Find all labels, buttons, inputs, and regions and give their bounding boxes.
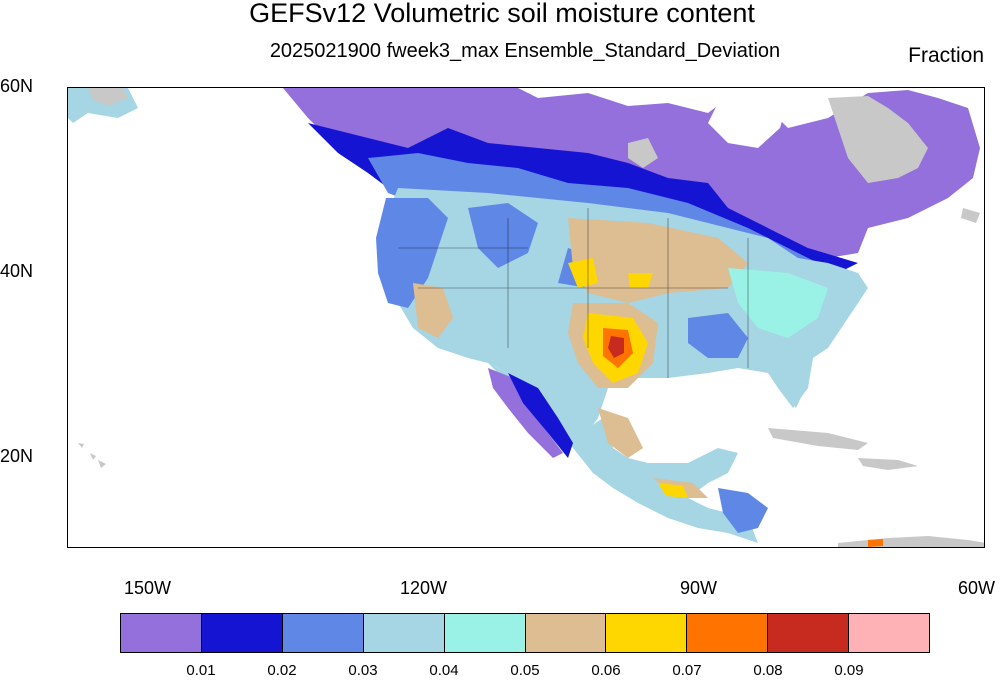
southeast-blue [688, 313, 748, 358]
south-america-coast [838, 536, 984, 547]
lat-label-20n: 20N [0, 446, 34, 466]
newfoundland [961, 208, 980, 223]
mexico-region [488, 363, 758, 543]
colorbar-label-3: 0.04 [429, 662, 459, 679]
colorbar-label-4: 0.05 [510, 662, 540, 679]
lon-label-150w: 150W [124, 578, 172, 598]
colorbar-label-1: 0.02 [267, 662, 297, 679]
california-tan [413, 283, 453, 338]
rockies-blue [468, 203, 598, 288]
soil-moisture-map [68, 88, 984, 547]
colorbar-label-0: 0.01 [186, 662, 216, 679]
lon-label-60w: 60W [958, 578, 996, 598]
texas-red [608, 336, 624, 358]
colorbar-label-6: 0.07 [672, 662, 702, 679]
units-label: Fraction [908, 44, 984, 67]
canada-gray-patches [628, 96, 928, 183]
colorbar [120, 613, 930, 653]
colorbar-swatch-9 [849, 614, 930, 652]
florida [768, 368, 803, 408]
central-america [718, 488, 768, 533]
colorbar-swatch-7 [687, 614, 769, 652]
colorbar-swatch-2 [282, 614, 364, 652]
colorbar-label-8: 0.09 [834, 662, 864, 679]
lat-label-60n: 60N [0, 76, 34, 96]
south-america-hotspot [868, 539, 883, 547]
caribbean-islands [768, 428, 918, 470]
lon-label-90w: 90W [680, 578, 718, 598]
alaska-gray [88, 88, 128, 106]
lon-label-120w: 120W [400, 578, 448, 598]
colorbar-swatch-4 [444, 614, 526, 652]
map-subtitle: 2025021900 fweek3_max Ensemble_Standard_… [269, 40, 781, 62]
state-boundaries [398, 208, 749, 378]
map-title: GEFSv12 Volumetric soil moisture content [249, 0, 755, 28]
colorbar-swatch-6 [606, 614, 688, 652]
plains-yellow [568, 258, 653, 288]
lat-label-40n: 40N [0, 261, 34, 281]
colorbar-swatch-1 [201, 614, 283, 652]
colorbar-swatch-8 [768, 614, 850, 652]
west-coast-blue [376, 198, 448, 308]
colorbar-swatch-3 [363, 614, 445, 652]
northeast-cyan [728, 268, 828, 338]
hudson-bay [708, 88, 788, 148]
hawaii [78, 443, 106, 468]
colorbar-label-5: 0.06 [591, 662, 621, 679]
baja-purple [488, 368, 563, 458]
map-panel [67, 87, 985, 548]
colorbar-swatch-0 [121, 614, 202, 652]
colorbar-swatch-5 [525, 614, 607, 652]
colorbar-label-7: 0.08 [753, 662, 783, 679]
central-plains-tan [568, 218, 748, 303]
mexico-tan [598, 408, 708, 498]
mexico-yellow [658, 483, 688, 498]
mexico-blue [508, 373, 573, 458]
colorbar-label-2: 0.03 [348, 662, 378, 679]
